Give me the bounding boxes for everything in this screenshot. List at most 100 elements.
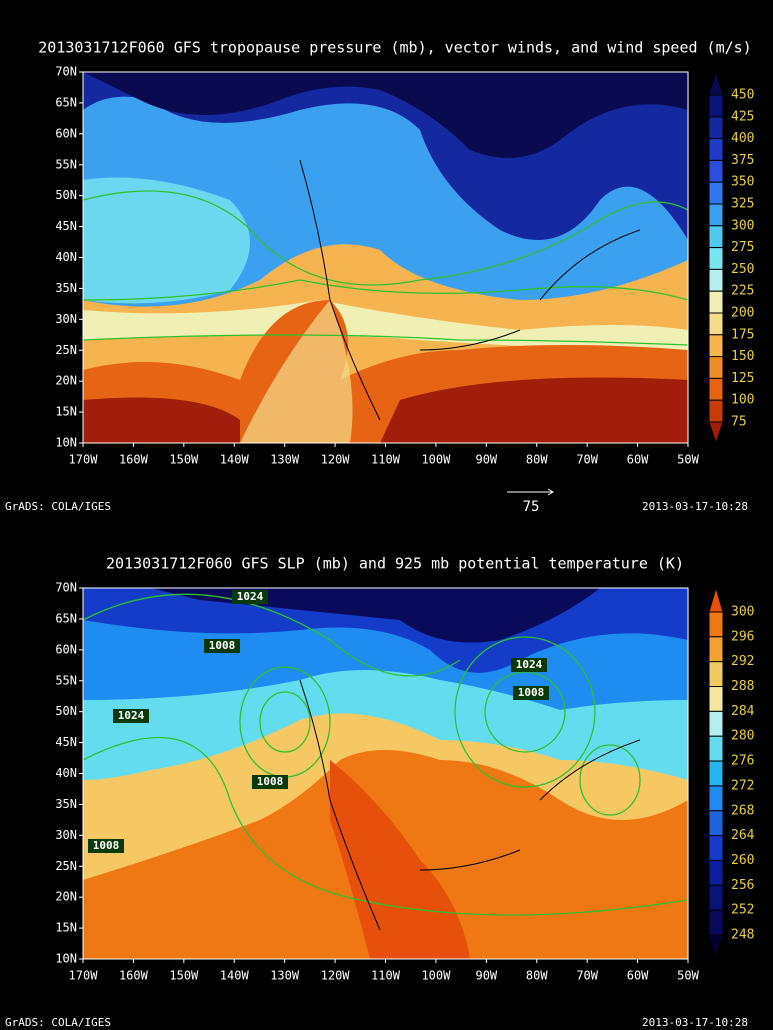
lon-label: 90W xyxy=(475,453,497,467)
colorbar-swatch xyxy=(708,399,724,423)
lat-label: 50N xyxy=(55,188,77,202)
contour-label: 1024 xyxy=(237,590,264,603)
colorbar-label: 175 xyxy=(731,327,754,342)
lat-label: 35N xyxy=(55,797,77,811)
colorbar-swatch xyxy=(708,884,724,911)
colorbar-swatch xyxy=(708,334,724,358)
colorbar-end xyxy=(708,421,724,445)
lon-label: 170W xyxy=(69,969,99,983)
colorbar-swatch xyxy=(708,356,724,379)
colorbar-label: 100 xyxy=(731,393,754,408)
lat-label: 70N xyxy=(55,581,77,595)
footer-right: 2013-03-17-10:28 xyxy=(642,1016,748,1029)
lat-label: 65N xyxy=(55,95,77,109)
footer-right: 2013-03-17-10:28 xyxy=(642,500,748,513)
colorbar-swatch xyxy=(708,735,724,762)
lat-label: 65N xyxy=(55,611,77,625)
lon-label: 100W xyxy=(421,969,451,983)
lon-label: 50W xyxy=(677,969,699,983)
colorbar-swatch xyxy=(708,203,724,227)
lon-label: 120W xyxy=(321,969,351,983)
colorbar-swatch xyxy=(708,290,724,314)
colorbar-swatch xyxy=(708,377,724,401)
contour-label: 1008 xyxy=(257,775,284,788)
colorbar-label: 300 xyxy=(731,605,754,620)
contour-label-box xyxy=(204,639,240,653)
lon-label: 160W xyxy=(119,453,149,467)
colorbar-end xyxy=(708,70,724,96)
map-top xyxy=(83,72,688,443)
colorbar-swatch xyxy=(708,760,724,787)
colorbar-swatch xyxy=(708,225,724,249)
lon-label: 90W xyxy=(475,969,497,983)
colorbar-swatch xyxy=(708,138,724,161)
panel-title: 2013031712F060 GFS tropopause pressure (… xyxy=(38,39,751,57)
colorbar-label: 248 xyxy=(731,928,754,943)
colorbar-label: 225 xyxy=(731,284,754,299)
colorbar-swatch xyxy=(708,94,724,118)
colorbar-label: 260 xyxy=(731,853,754,868)
colorbar-label: 275 xyxy=(731,240,754,255)
lon-label: 110W xyxy=(371,453,401,467)
colorbar-label: 272 xyxy=(731,778,754,793)
colorbar-label: 250 xyxy=(731,262,754,277)
colorbar-swatch xyxy=(708,611,724,638)
lat-label: 25N xyxy=(55,343,77,357)
colorbar-swatch xyxy=(708,181,724,205)
lon-label: 160W xyxy=(119,969,149,983)
lat-label: 25N xyxy=(55,859,77,873)
lon-label: 70W xyxy=(576,969,598,983)
lon-label: 80W xyxy=(526,969,548,983)
contour-label: 1024 xyxy=(118,709,145,722)
colorbar-swatch xyxy=(708,312,724,336)
lat-label: 30N xyxy=(55,828,77,842)
lat-label: 10N xyxy=(55,952,77,966)
lat-label: 40N xyxy=(55,250,77,264)
lat-label: 20N xyxy=(55,890,77,904)
colorbar-end xyxy=(708,586,724,613)
lat-label: 10N xyxy=(55,436,77,450)
colorbar-label: 268 xyxy=(731,803,754,818)
lat-label: 55N xyxy=(55,157,77,171)
colorbar-label: 284 xyxy=(731,704,755,719)
contour-label-box xyxy=(232,590,268,604)
colorbar-end xyxy=(708,934,724,961)
colorbar-swatch xyxy=(708,661,724,688)
lon-label: 70W xyxy=(576,453,598,467)
colorbar-label: 375 xyxy=(731,153,754,168)
contour-label: 1008 xyxy=(93,839,120,852)
lon-label: 150W xyxy=(169,969,199,983)
colorbar-label: 276 xyxy=(731,754,754,769)
colorbar-swatch xyxy=(708,116,724,140)
colorbar-label: 125 xyxy=(731,371,754,386)
colorbar-label: 350 xyxy=(731,175,754,190)
lat-label: 40N xyxy=(55,766,77,780)
lat-label: 45N xyxy=(55,735,77,749)
lon-label: 110W xyxy=(371,969,401,983)
colorbar-swatch xyxy=(708,810,724,837)
lon-label: 80W xyxy=(526,453,548,467)
map-bottom xyxy=(83,588,688,959)
colorbar-label: 325 xyxy=(731,197,754,212)
colorbar-label: 450 xyxy=(731,88,754,103)
lon-label: 140W xyxy=(220,453,250,467)
contour-label-box xyxy=(113,709,149,723)
colorbar-label: 280 xyxy=(731,729,754,744)
lat-label: 20N xyxy=(55,374,77,388)
lat-label: 60N xyxy=(55,642,77,656)
contour-label: 1008 xyxy=(518,686,545,699)
lat-label: 35N xyxy=(55,281,77,295)
lon-label: 130W xyxy=(270,969,300,983)
colorbar-swatch xyxy=(708,247,724,270)
contour-label-box xyxy=(513,686,549,700)
footer-left: GrADS: COLA/IGES xyxy=(5,500,111,513)
lon-label: 60W xyxy=(627,969,649,983)
contour-label-box xyxy=(511,658,547,672)
colorbar-swatch xyxy=(708,785,724,812)
lon-label: 60W xyxy=(627,453,649,467)
lat-label: 55N xyxy=(55,673,77,687)
colorbar-label: 300 xyxy=(731,218,754,233)
lon-label: 50W xyxy=(677,453,699,467)
